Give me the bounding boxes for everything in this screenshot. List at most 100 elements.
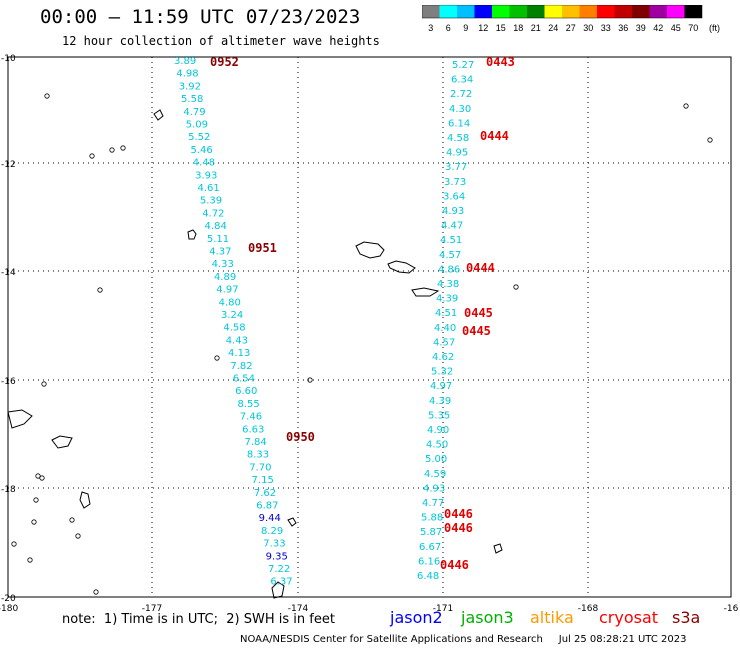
wave-height-label: 4.48 xyxy=(193,158,215,169)
scale-label: 33 xyxy=(601,23,611,33)
latitude-label: -12 xyxy=(1,160,16,170)
island-outline xyxy=(41,381,47,387)
wave-height-label: 4.57 xyxy=(439,250,461,261)
scale-label: 42 xyxy=(653,23,663,33)
latitude-label: -14 xyxy=(1,268,16,278)
pass-time-label: 0951 xyxy=(248,241,277,255)
wave-height-label: 6.63 xyxy=(242,424,264,435)
scale-swatch xyxy=(614,5,632,18)
wave-height-label: 4.38 xyxy=(437,279,459,290)
wave-height-label: 4.84 xyxy=(205,221,227,232)
longitude-label: -174 xyxy=(288,604,309,614)
island-outline xyxy=(307,377,313,383)
island-outline xyxy=(493,543,503,554)
wave-height-label: 7.33 xyxy=(263,539,285,550)
island-outline xyxy=(27,557,33,563)
island-outline xyxy=(707,137,713,143)
scale-swatch xyxy=(439,5,457,18)
scale-label: 39 xyxy=(636,23,646,33)
pass-time-label: 0444 xyxy=(466,261,495,275)
latitude-label: -16 xyxy=(1,377,16,387)
wave-height-label: 4.72 xyxy=(202,208,224,219)
wave-height-label: 4.61 xyxy=(198,183,220,194)
legend-altika: altika xyxy=(530,608,574,627)
island-outline xyxy=(120,145,126,151)
scale-swatch xyxy=(579,5,597,18)
longitude-label: -16 xyxy=(724,604,739,614)
wave-height-label: 6.67 xyxy=(419,542,441,553)
legend-s3a: s3a xyxy=(672,608,701,627)
scale-swatch xyxy=(527,5,545,18)
longitude-label: -180 xyxy=(0,604,18,614)
island-outline xyxy=(355,241,385,259)
wave-height-label: 4.97 xyxy=(430,381,452,392)
wave-height-label: 4.40 xyxy=(434,323,456,334)
scale-swatch xyxy=(684,5,702,18)
scale-swatch xyxy=(667,5,685,18)
wave-height-label: 7.15 xyxy=(252,475,274,486)
wave-height-label: 6.60 xyxy=(235,386,257,397)
island-outline xyxy=(271,581,285,599)
scale-label: 3 xyxy=(428,23,433,33)
wave-height-label: 3.64 xyxy=(443,191,465,202)
wave-height-label: 4.93 xyxy=(423,483,445,494)
island-outline xyxy=(97,287,103,293)
scale-unit: (ft) xyxy=(709,23,720,33)
wave-height-label: 5.32 xyxy=(431,367,453,378)
legend-jason2: jason2 xyxy=(390,608,443,627)
scale-swatch xyxy=(474,5,492,18)
wave-height-label: 5.27 xyxy=(452,60,474,71)
wave-height-label: 5.58 xyxy=(181,94,203,105)
wave-height-label: 6.34 xyxy=(451,75,473,86)
legend-cryosat: cryosat xyxy=(599,608,659,627)
wave-height-label: 5.35 xyxy=(428,410,450,421)
wave-height-label: 4.43 xyxy=(226,335,248,346)
wave-height-label: 3.89 xyxy=(174,56,196,67)
wave-height-label: 4.95 xyxy=(446,148,468,159)
scale-label: 45 xyxy=(671,23,681,33)
island-outline xyxy=(93,589,99,595)
scale-swatch xyxy=(649,5,667,18)
pass-time-label: 0444 xyxy=(480,129,509,143)
scale-swatch xyxy=(544,5,562,18)
pass-time-label: 0445 xyxy=(464,306,493,320)
latitude-label: -10 xyxy=(1,54,16,64)
pass-time-label: 0446 xyxy=(444,521,473,535)
scale-label: 18 xyxy=(513,23,523,33)
wave-height-label: 9.35 xyxy=(266,551,288,562)
island-outline xyxy=(89,153,95,159)
wave-height-label: 4.39 xyxy=(436,294,458,305)
scale-swatch xyxy=(422,5,440,18)
wave-height-label: 8.33 xyxy=(247,450,269,461)
scale-label: 21 xyxy=(531,23,541,33)
pass-time-label: 0443 xyxy=(486,55,515,69)
wave-height-label: 4.97 xyxy=(216,285,238,296)
wave-height-label: 5.11 xyxy=(207,234,229,245)
island-outline xyxy=(387,260,416,274)
scale-swatch xyxy=(632,5,650,18)
island-outline xyxy=(75,533,81,539)
wave-height-label: 9.44 xyxy=(259,513,281,524)
map-subtitle: 12 hour collection of altimeter wave hei… xyxy=(62,34,380,48)
wave-height-label: 6.48 xyxy=(417,571,439,582)
island-outline xyxy=(513,284,519,290)
pass-time-label: 0445 xyxy=(462,324,491,338)
wave-height-label: 7.84 xyxy=(245,437,267,448)
island-outline xyxy=(39,475,45,481)
scale-swatch xyxy=(492,5,510,18)
latitude-label: -20 xyxy=(1,594,16,604)
wave-height-label: 4.33 xyxy=(212,259,234,270)
island-outline xyxy=(287,517,297,527)
island-outline xyxy=(33,497,39,503)
wave-height-label: 4.58 xyxy=(223,323,245,334)
island-outline xyxy=(187,229,197,240)
wave-height-label: 4.77 xyxy=(422,498,444,509)
map-title: 00:00 – 11:59 UTC 07/23/2023 xyxy=(40,6,361,28)
island-outline xyxy=(7,409,33,429)
wave-height-label: 3.92 xyxy=(179,81,201,92)
wave-height-label: 4.51 xyxy=(435,308,457,319)
map-frame xyxy=(7,56,732,598)
wave-height-label: 4.37 xyxy=(209,247,231,258)
color-scale-legend: 3 6 9 12 15 18 21 24 27 30 33 36 39 42 45 70 (ft) xyxy=(422,5,720,33)
wave-height-label: 6.54 xyxy=(233,374,255,385)
